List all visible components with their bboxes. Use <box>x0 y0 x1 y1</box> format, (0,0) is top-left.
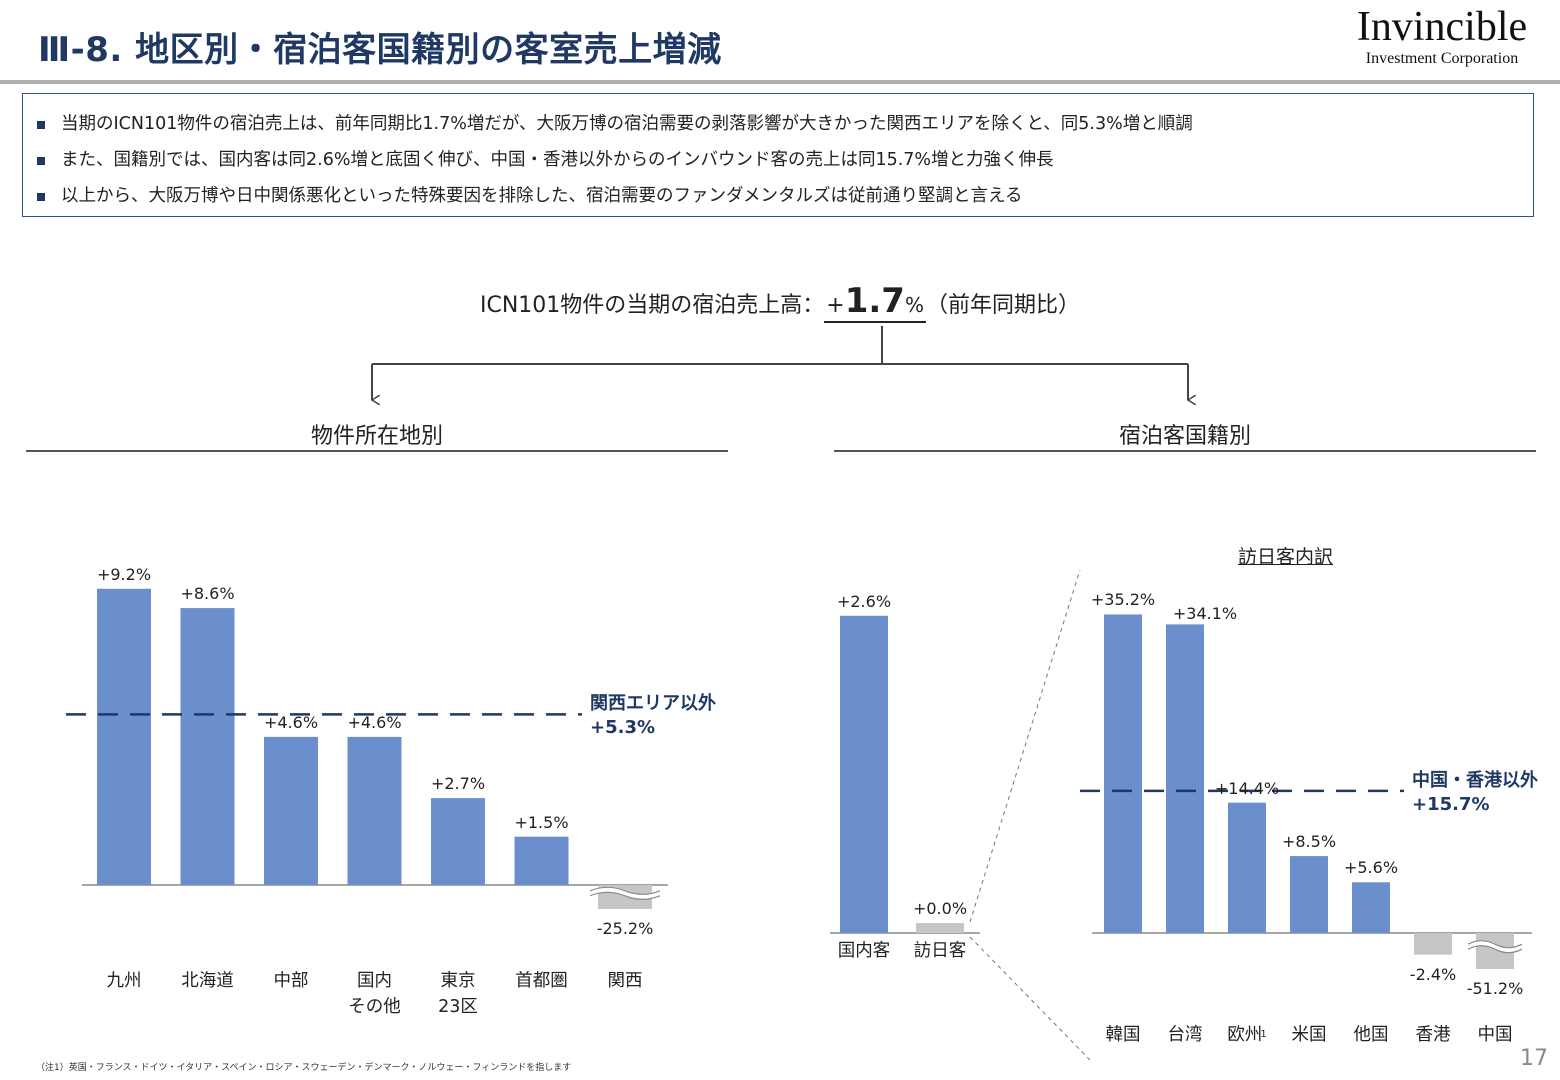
axis-break-mask <box>589 886 661 899</box>
summary-item: 当期のICN101物件の宿泊売上は、前年同期比1.7%増だが、大阪万博の宿泊需要… <box>37 106 1533 142</box>
summary-box: 当期のICN101物件の宿泊売上は、前年同期比1.7%増だが、大阪万博の宿泊需要… <box>22 93 1534 217</box>
bar-value-label: +8.5% <box>1281 832 1337 852</box>
right-section-title: 宿泊客国籍別 <box>1118 424 1251 449</box>
zoom-connector <box>969 569 1091 1061</box>
bar-value-label: +34.1% <box>1172 604 1238 624</box>
title-divider <box>0 80 1560 84</box>
summary-item: また、国籍別では、国内客は同2.6%増と底固く伸び、中国・香港以外からのインバウ… <box>37 142 1533 178</box>
bar-1 <box>1166 624 1204 933</box>
bar-value-label: +8.6% <box>180 584 235 604</box>
bar-4 <box>431 798 485 885</box>
bar-value-label: -51.2% <box>1466 979 1524 998</box>
bar-value-label: +1.5% <box>514 812 569 832</box>
reference-line-label: 関西エリア以外 +5.3% <box>590 693 716 739</box>
chart-by-nationality <box>830 615 980 934</box>
bar-3 <box>1290 856 1328 933</box>
category-label: 国内 その他 <box>348 971 401 1017</box>
inbound-breakdown-title: 訪日客内訳 <box>1238 546 1334 568</box>
category-label: 香港 <box>1415 1025 1451 1045</box>
bar-value-label: +2.7% <box>430 774 486 794</box>
category-label: 韓国 <box>1105 1025 1141 1045</box>
left-section-rule <box>26 450 728 452</box>
category-label: 関西 <box>607 971 643 991</box>
axis-break-mark <box>589 886 661 895</box>
headline-percent: % <box>904 293 924 317</box>
headline-sign: + <box>826 293 845 318</box>
axis-break-mark <box>589 891 661 900</box>
bar-value-label: +4.6% <box>347 712 402 732</box>
category-label: 米国 <box>1291 1025 1327 1045</box>
left-section-title: 物件所在地別 <box>310 424 443 449</box>
category-label: 首都圏 <box>515 971 568 991</box>
headline-value: +1.7% <box>824 284 926 323</box>
chart-by-region <box>66 588 668 909</box>
bar-value-label: +2.6% <box>836 591 892 611</box>
bar-value-label: +5.6% <box>1343 858 1399 878</box>
logo-name: Invincible <box>1356 4 1528 50</box>
page-number: 17 <box>1520 1046 1548 1071</box>
logo-subtitle: Investment Corporation <box>1365 50 1519 67</box>
category-label: 中国 <box>1477 1025 1513 1045</box>
bar-value-label: -2.4% <box>1409 964 1457 984</box>
category-label: 国内客 <box>837 941 891 961</box>
headline-suffix: （前年同期比） <box>925 293 1080 318</box>
reference-line-label: 中国・香港以外 +15.7% <box>1412 769 1538 815</box>
bar-1 <box>180 608 235 885</box>
bar-5 <box>514 836 569 885</box>
right-section-rule <box>834 450 1536 452</box>
category-label: 中部 <box>273 971 309 991</box>
bar-0 <box>1104 614 1142 933</box>
category-label: 東京 23区 <box>438 971 478 1017</box>
category-label: 訪日客 <box>913 941 967 961</box>
bar-1 <box>916 923 964 933</box>
footnote-marker: 1 <box>1260 1029 1267 1040</box>
bar-3 <box>347 736 402 885</box>
bar-5 <box>1414 933 1452 955</box>
page-title: Ⅲ-8. 地区別・宿泊客国籍別の客室売上増減 <box>38 30 722 70</box>
bar-value-label: +0.0% <box>912 899 968 918</box>
category-label: 他国 <box>1353 1025 1389 1045</box>
category-label: 北海道 <box>181 971 234 991</box>
category-label: 九州 <box>106 971 142 991</box>
axis-break-mark <box>1467 940 1523 949</box>
summary-item: 以上から、大阪万博や日中関係悪化といった特殊要因を排除した、宿泊需要のファンダメ… <box>37 178 1533 214</box>
axis-break-mark <box>1467 945 1523 954</box>
tree-connector <box>372 326 1188 400</box>
bar-value-label: +4.6% <box>263 712 319 732</box>
axis-break-mask <box>1466 940 1524 953</box>
footnote: （注1）英国・フランス・ドイツ・イタリア・スペイン・ロシア・スウェーデン・デンマ… <box>36 1063 572 1073</box>
summary-list: 当期のICN101物件の宿泊売上は、前年同期比1.7%増だが、大阪万博の宿泊需要… <box>23 94 1533 214</box>
headline-prefix: ICN101物件の当期の宿泊売上高： <box>479 293 825 318</box>
headline: ICN101物件の当期の宿泊売上高：+1.7%（前年同期比） <box>0 284 1560 323</box>
category-label: 台湾 <box>1167 1025 1203 1045</box>
headline-number: 1.7 <box>844 281 905 321</box>
bar-0 <box>97 588 151 885</box>
bar-0 <box>840 615 888 933</box>
bar-value-label: +9.2% <box>96 564 152 584</box>
company-logo: Invincible Investment Corporation <box>1342 4 1542 68</box>
bar-2 <box>1228 802 1266 933</box>
bar-4 <box>1352 882 1390 933</box>
bar-2 <box>264 736 318 885</box>
category-label: 欧州1 <box>1227 1025 1267 1045</box>
chart-inbound-breakdown <box>1080 614 1532 969</box>
bar-value-label: +35.2% <box>1090 590 1156 610</box>
bar-value-label: -25.2% <box>596 919 654 938</box>
bar-value-label: +14.4% <box>1214 778 1280 798</box>
